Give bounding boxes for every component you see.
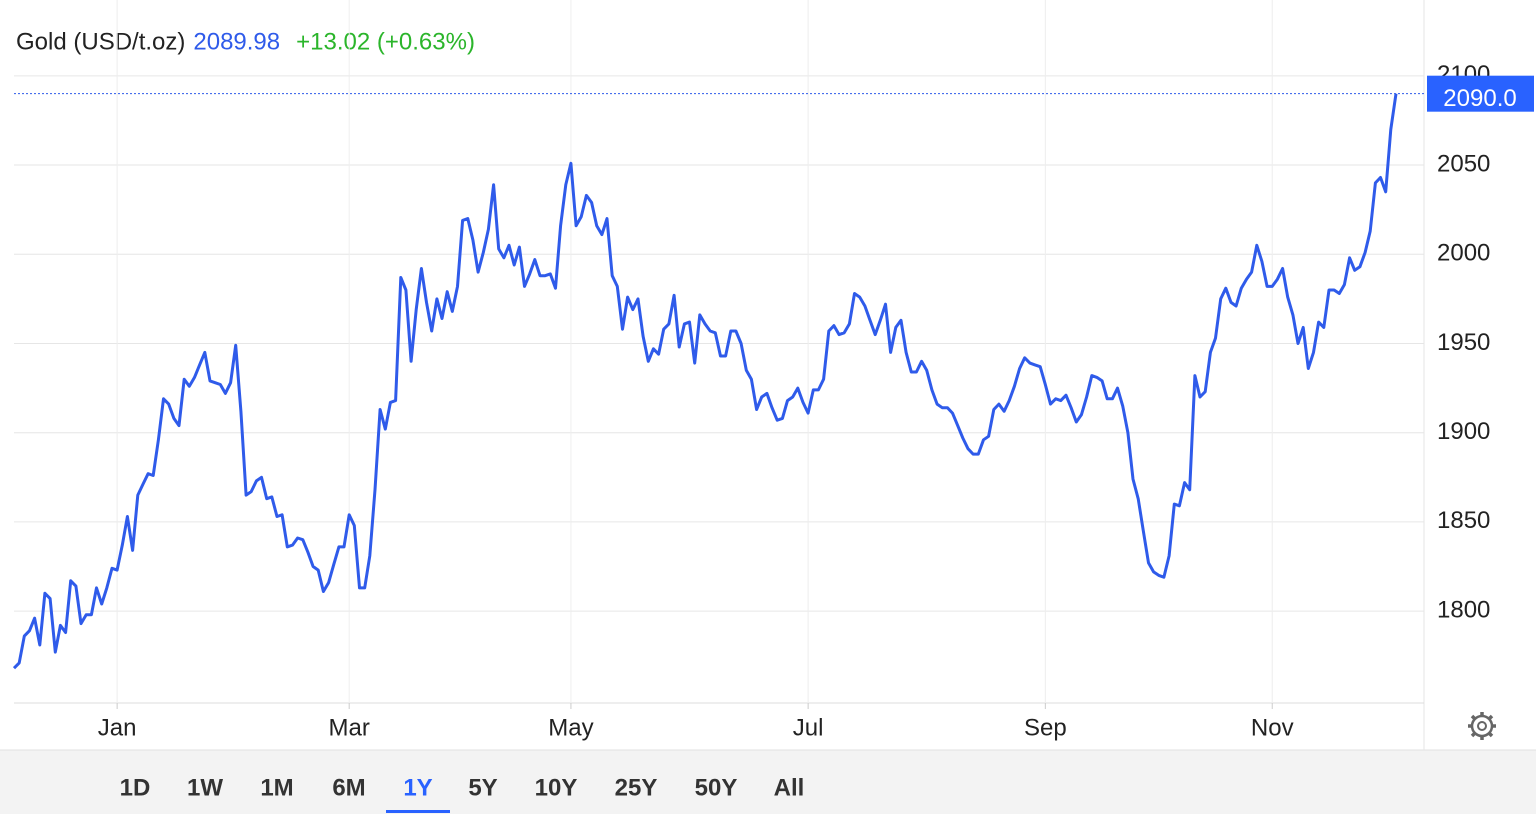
price: 2089.98 bbox=[193, 28, 280, 55]
range-button[interactable]: 6M bbox=[332, 774, 365, 801]
gear-teeth bbox=[1468, 712, 1496, 740]
chart-title: Gold (USD/t.oz) bbox=[16, 28, 185, 55]
y-tick-label: 1900 bbox=[1437, 418, 1490, 445]
range-button[interactable]: 1D bbox=[120, 774, 151, 801]
x-tick-label: Mar bbox=[329, 714, 370, 741]
range-button[interactable]: 25Y bbox=[615, 774, 658, 801]
y-tick-label: 1850 bbox=[1437, 507, 1490, 534]
price-tag-label: 2090.0 bbox=[1443, 85, 1516, 112]
x-tick-label: Jan bbox=[98, 714, 137, 741]
x-tick-label: May bbox=[548, 714, 593, 741]
y-tick-label: 2000 bbox=[1437, 240, 1490, 267]
x-tick-label: Nov bbox=[1251, 714, 1294, 741]
gear-hub bbox=[1477, 721, 1487, 731]
range-button[interactable]: 1Y bbox=[403, 774, 432, 801]
range-button[interactable]: 1M bbox=[260, 774, 293, 801]
y-tick-label: 1950 bbox=[1437, 329, 1490, 356]
active-underline bbox=[386, 810, 450, 813]
x-tick-label: Sep bbox=[1024, 714, 1067, 741]
x-tick-label: Jul bbox=[793, 714, 824, 741]
range-button[interactable]: 5Y bbox=[468, 774, 497, 801]
price-line bbox=[12, 93, 1398, 670]
range-button[interactable]: 10Y bbox=[535, 774, 578, 801]
toolbar bbox=[0, 750, 1536, 814]
range-button[interactable]: 50Y bbox=[695, 774, 738, 801]
price-tag bbox=[1427, 75, 1534, 112]
price-change: +13.02 (+0.63%) bbox=[296, 28, 475, 55]
settings-icon[interactable] bbox=[1468, 712, 1496, 740]
y-tick-label: 2050 bbox=[1437, 150, 1490, 177]
range-button[interactable]: 1W bbox=[187, 774, 223, 801]
y-tick-label: 1800 bbox=[1437, 596, 1490, 623]
range-button[interactable]: All bbox=[774, 774, 805, 801]
